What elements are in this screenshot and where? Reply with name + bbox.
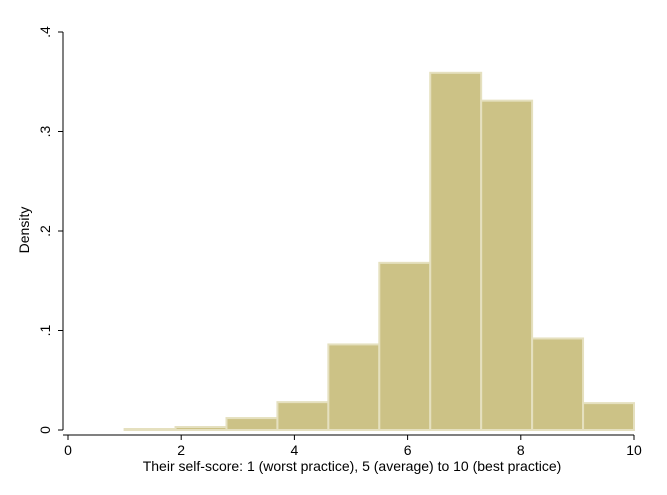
histogram-bar-1 (123, 428, 177, 431)
x-tick-label-2: 4 (291, 442, 299, 458)
histogram-bar-9 (531, 337, 585, 431)
y-tick-label-2: .2 (37, 225, 53, 237)
y-axis-label: Density (16, 207, 32, 254)
x-tick-label-5: 10 (626, 442, 642, 458)
axes-layer: 0 2 4 6 8 10 0 .1 .2 .3 .4 (37, 26, 642, 458)
bars-layer (123, 71, 635, 432)
y-tick-label-0: 0 (37, 426, 53, 434)
x-tick-label-0: 0 (64, 442, 72, 458)
histogram-bar-2 (174, 426, 228, 432)
histogram-bar-4 (276, 401, 330, 432)
histogram-bar-3 (225, 417, 279, 431)
x-tick-label-1: 2 (177, 442, 185, 458)
x-tick-label-4: 8 (517, 442, 525, 458)
histogram-bar-8 (480, 99, 534, 432)
y-tick-label-3: .3 (37, 125, 53, 137)
y-tick-label-1: .1 (37, 324, 53, 336)
histogram-bar-7 (429, 71, 483, 432)
y-tick-label-4: .4 (37, 26, 53, 38)
histogram-bar-10 (582, 402, 635, 432)
histogram-bar-6 (378, 261, 432, 431)
x-tick-label-3: 6 (404, 442, 412, 458)
histogram-bar-5 (327, 343, 381, 431)
x-axis-label: Their self-score: 1 (worst practice), 5 … (143, 458, 562, 474)
